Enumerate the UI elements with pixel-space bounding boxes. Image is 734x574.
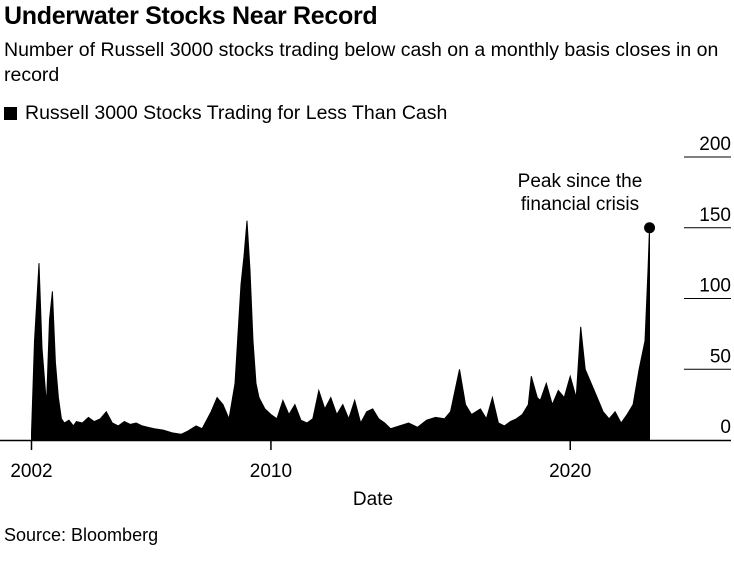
- source-note: Source: Bloomberg: [4, 525, 159, 545]
- peak-marker: [644, 222, 656, 234]
- legend-label: Russell 3000 Stocks Trading for Less Tha…: [25, 102, 448, 124]
- chart-subtitle: Number of Russell 3000 stocks trading be…: [4, 39, 719, 86]
- annotation-line-1: Peak since the: [518, 171, 643, 192]
- chart-legend: Russell 3000 Stocks Trading for Less Tha…: [4, 102, 447, 125]
- chart-title: Underwater Stocks Near Record: [4, 2, 378, 30]
- y-tick-label-100: 100: [699, 276, 731, 297]
- series-area: [31, 220, 650, 441]
- y-tick-label-200: 200: [699, 134, 731, 155]
- x-axis-label: Date: [353, 489, 393, 510]
- y-axis-ticks: 0 50 100 150 200: [699, 134, 731, 438]
- y-tick-label-0: 0: [720, 417, 731, 438]
- annotation-line-2: financial crisis: [521, 194, 639, 215]
- gridlines: [684, 156, 731, 370]
- y-tick-label-50: 50: [710, 346, 731, 367]
- x-axis-ticks: 2002 2010 2020: [10, 440, 591, 482]
- legend-swatch-icon: [4, 107, 17, 120]
- x-tick-label-2002: 2002: [10, 461, 52, 482]
- y-tick-label-150: 150: [699, 205, 731, 226]
- x-tick-label-2010: 2010: [250, 461, 292, 482]
- x-tick-label-2020: 2020: [549, 461, 591, 482]
